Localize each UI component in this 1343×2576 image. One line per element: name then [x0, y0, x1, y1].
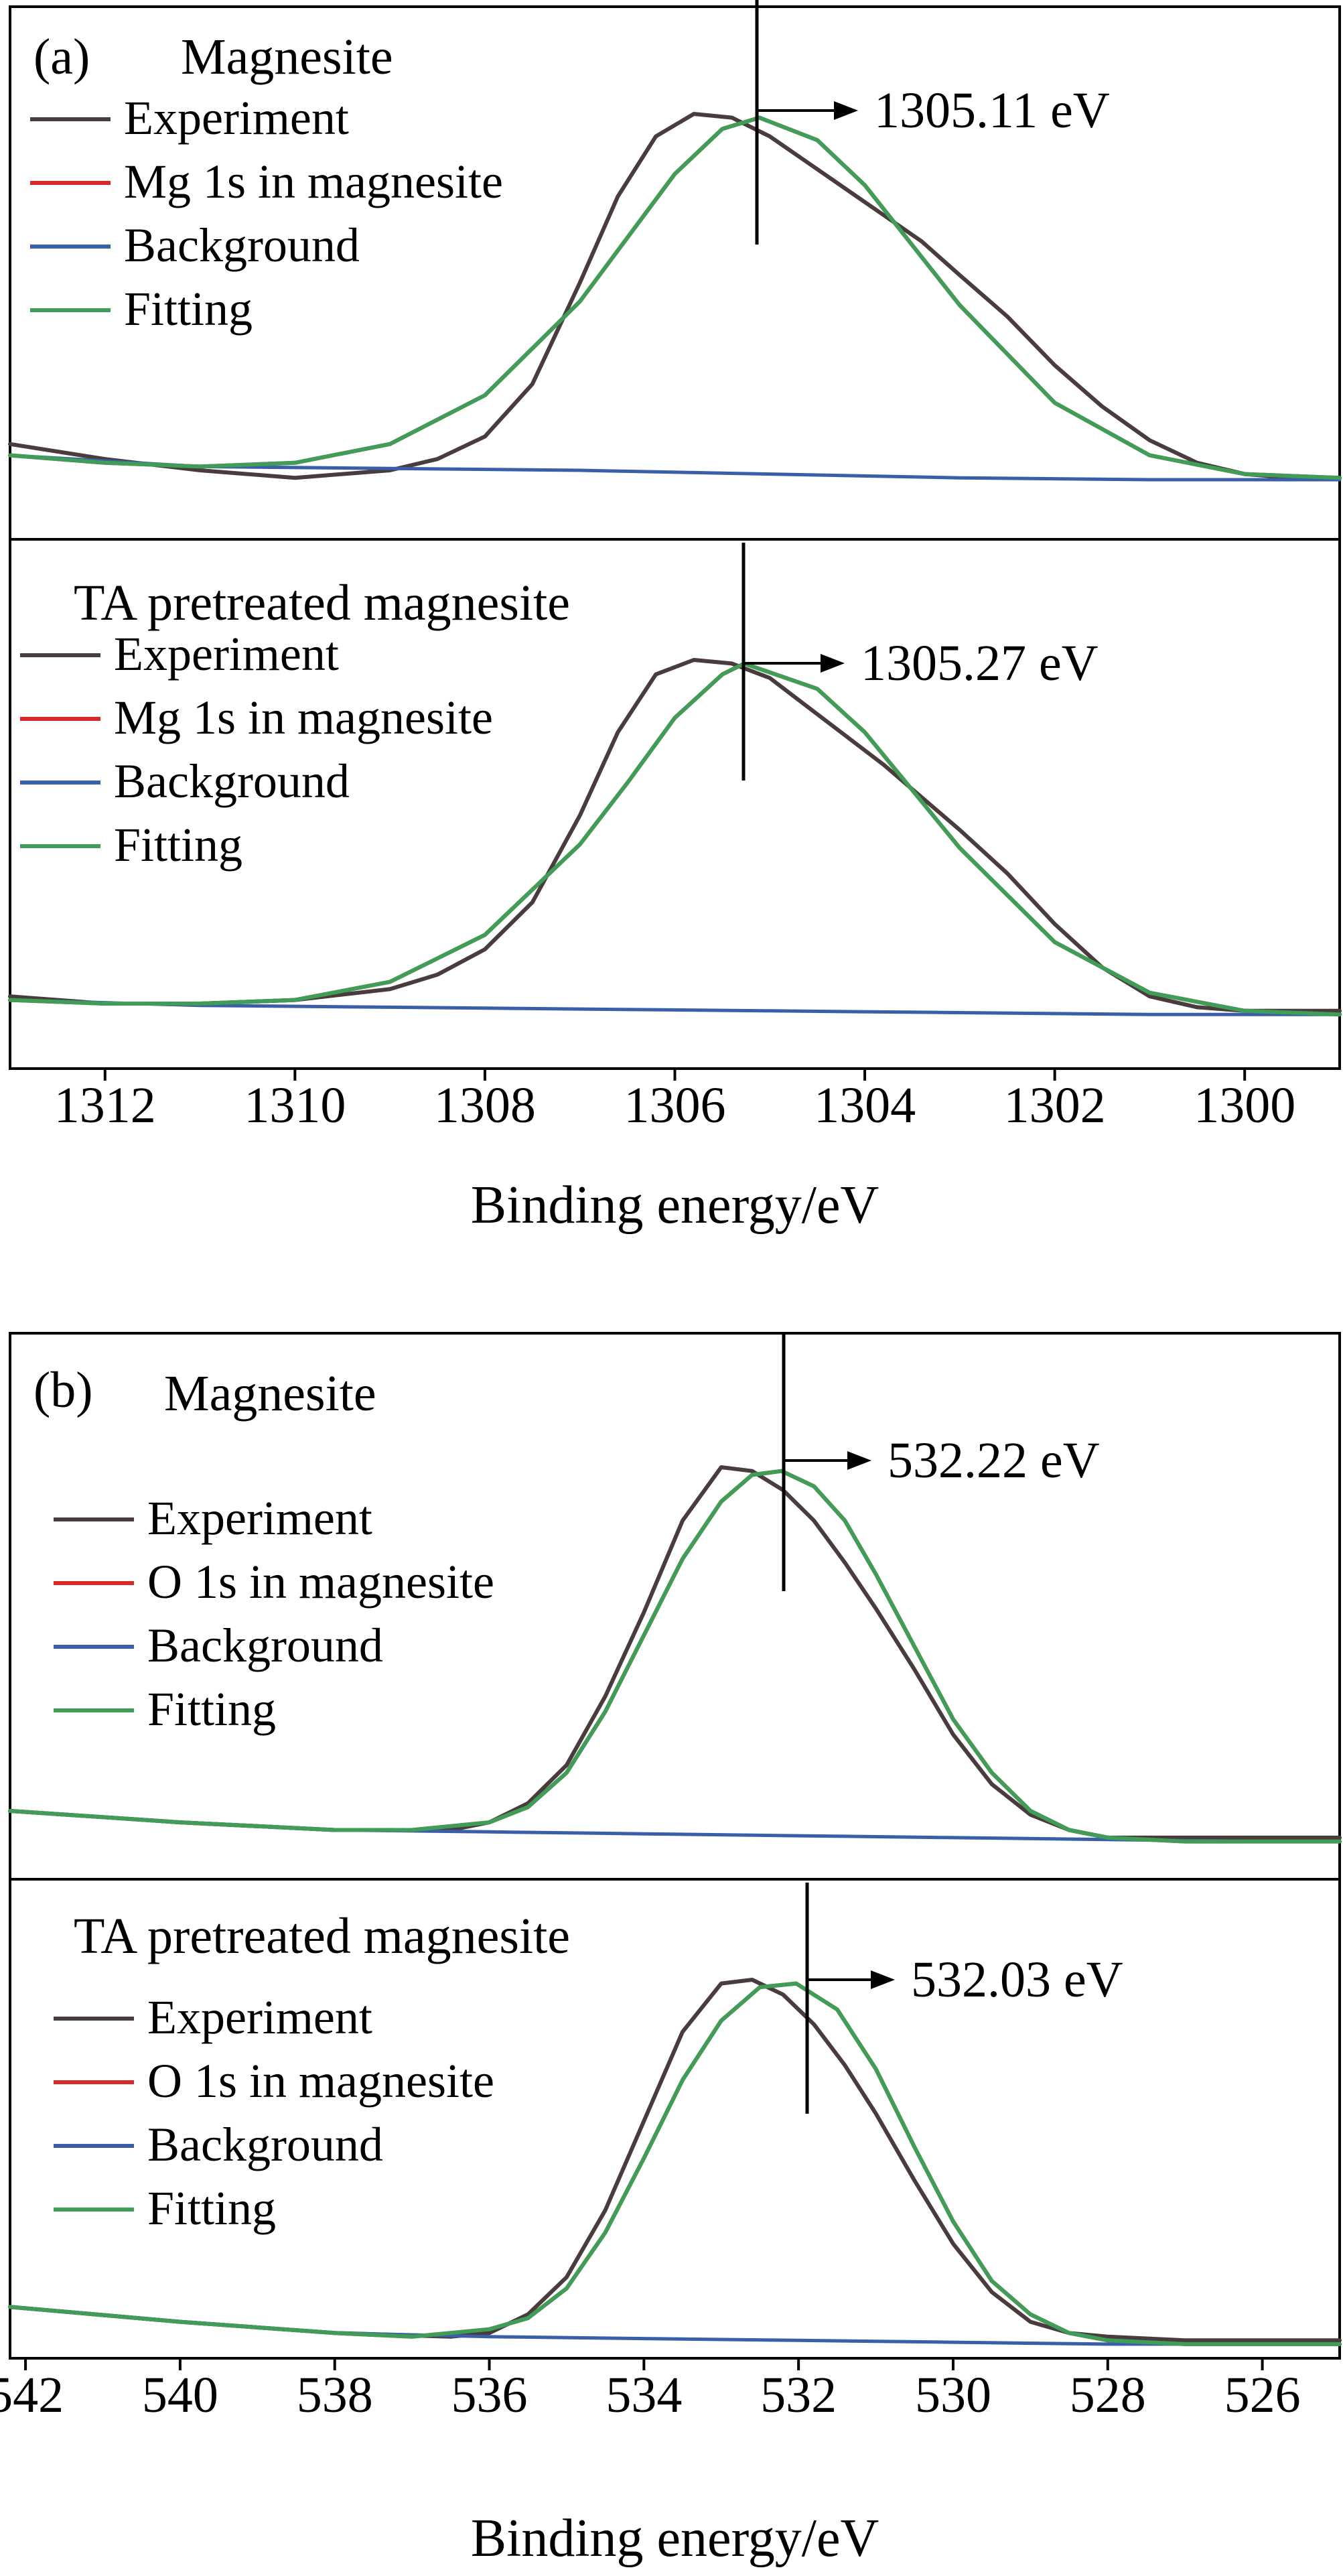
x-tick-label: 536 — [451, 2367, 528, 2423]
x-tick-label: 1306 — [624, 1077, 726, 1134]
legend-entry: O 1s in magnesite — [147, 2054, 494, 2108]
x-tick-label: 532 — [760, 2367, 837, 2423]
subplot-title: TA pretreated magnesite — [74, 1908, 570, 1964]
legend-entry: Background — [147, 1619, 383, 1672]
legend-entry: Experiment — [147, 1990, 372, 2044]
peak-arrow-head — [847, 1451, 871, 1470]
legend-entry: O 1s in magnesite — [147, 1555, 494, 1609]
legend: Experiment O 1s in magnesite Background Fit… — [54, 1491, 494, 1736]
legend-entry: Background — [114, 754, 350, 808]
peak-annotation: 1305.11 eV — [874, 82, 1110, 139]
x-tick-label: 542 — [0, 2367, 64, 2423]
panel-b: (b) 542 540 538 536 534 532 530 528 526 Binding en… — [0, 1332, 1342, 2568]
subplot-title: Magnesite — [164, 1365, 376, 1422]
series-line-background — [8, 998, 1342, 1016]
series-line-fitting — [8, 1981, 1342, 2346]
subplot-title: Magnesite — [181, 29, 393, 85]
series-line-experiment — [8, 112, 1342, 480]
legend-entry: Fitting — [147, 2181, 276, 2235]
x-tick-label: 534 — [606, 2367, 682, 2423]
x-tick-label: 1302 — [1004, 1077, 1106, 1134]
x-axis-label: Binding energy/eV — [471, 1176, 879, 1235]
legend-entry: Fitting — [147, 1682, 276, 1736]
series-line-experiment — [8, 658, 1342, 1013]
legend: Experiment O 1s in magnesite Background Fit… — [54, 1990, 494, 2235]
peak-annotation: 1305.27 eV — [861, 635, 1099, 691]
panel-a: (a) 1312 1310 1308 1306 1304 1302 1300 Binding e… — [8, 0, 1342, 1235]
x-tick-label: 540 — [142, 2367, 218, 2423]
plot-frame — [9, 1332, 1341, 2360]
legend-entry: Background — [147, 2118, 383, 2171]
series-line-fitting — [8, 661, 1342, 1017]
series-line-fitting — [8, 1469, 1342, 1844]
x-tick-label: 526 — [1224, 2367, 1301, 2423]
subplot-3: 532.22 eV Magnesite Experiment O 1s in magn… — [8, 1333, 1342, 1844]
x-tick-label: 1300 — [1194, 1077, 1295, 1134]
legend-entry: Experiment — [114, 627, 339, 681]
x-tick-label: 530 — [915, 2367, 991, 2423]
subplot-2: 1305.27 eV TA pretreated magnesiteExperim… — [8, 543, 1342, 1017]
x-tick-label: 1310 — [244, 1077, 346, 1134]
legend-entry: Fitting — [114, 818, 242, 872]
legend: Experiment Mg 1s in magnesite Background Fi… — [20, 627, 493, 872]
series-line-fitting — [8, 115, 1342, 480]
peak-arrow-head — [871, 1970, 895, 1989]
x-tick-label: 538 — [297, 2367, 373, 2423]
legend: Experiment Mg 1s in magnesite Background Fi… — [30, 91, 503, 336]
legend-entry: Background — [124, 218, 360, 272]
legend-entry: Mg 1s in magnesite — [114, 691, 493, 744]
x-tick-label: 1312 — [54, 1077, 156, 1134]
subplot-title: TA pretreated magnesite — [74, 575, 570, 631]
peak-arrow-head — [821, 654, 845, 673]
legend-entry: Fitting — [124, 282, 253, 336]
legend-entry: Experiment — [124, 91, 349, 145]
x-axis-label: Binding energy/eV — [471, 2509, 879, 2568]
x-tick-label: 1304 — [814, 1077, 916, 1134]
x-tick-label: 1308 — [434, 1077, 536, 1134]
subplot-1: 1305.11 eV Magnesite Experiment Mg 1s in ma… — [8, 0, 1342, 482]
peak-annotation: 532.22 eV — [888, 1432, 1100, 1489]
legend-entry: Experiment — [147, 1491, 372, 1545]
subplot-4: 532.03 eV TA pretreated magnesite Experime… — [8, 1883, 1342, 2346]
legend-entry: Mg 1s in magnesite — [124, 155, 503, 208]
x-tick-label: 528 — [1070, 2367, 1146, 2423]
panel-label: (a) — [33, 29, 90, 85]
peak-arrow-head — [834, 101, 858, 120]
panel-label: (b) — [33, 1362, 93, 1418]
peak-annotation: 532.03 eV — [911, 1952, 1123, 2008]
